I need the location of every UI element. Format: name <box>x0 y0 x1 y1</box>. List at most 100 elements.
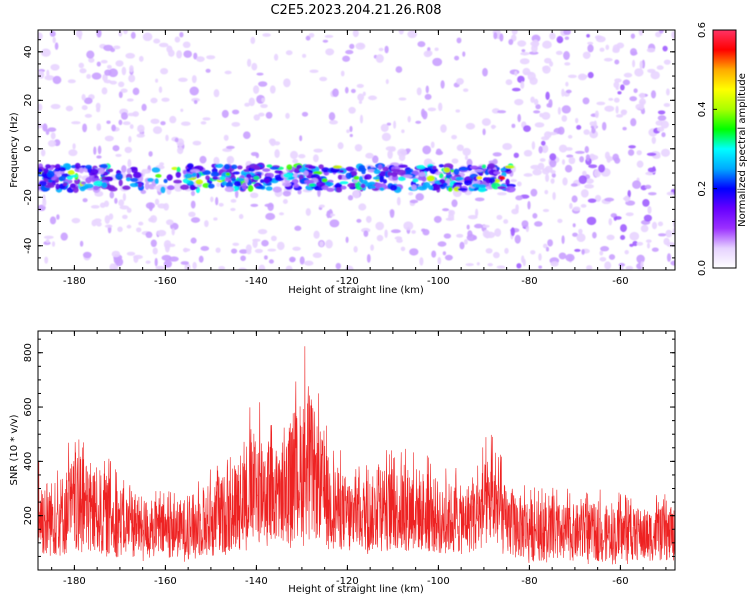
heatmap-cell <box>352 30 359 38</box>
heatmap-cell <box>265 111 273 119</box>
heatmap-cell <box>129 65 134 73</box>
heatmap-cell <box>397 148 407 157</box>
heatmap-cell <box>352 190 360 199</box>
heatmap-cell <box>277 241 285 251</box>
heatmap-cell <box>137 124 145 133</box>
heatmap-cell <box>572 232 578 237</box>
heatmap-cell <box>179 31 184 38</box>
heatmap-cell <box>69 183 76 189</box>
heatmap-cell <box>613 97 620 103</box>
heatmap-cell <box>508 38 514 46</box>
heatmap-cell <box>596 101 606 106</box>
heatmap-cell <box>522 258 526 267</box>
heatmap-cell <box>585 154 591 162</box>
heatmap-cell <box>497 110 507 114</box>
heatmap-cell <box>150 97 158 104</box>
heatmap-cells <box>38 30 675 270</box>
heatmap-cell <box>375 182 383 189</box>
heatmap-cell <box>557 107 562 115</box>
heatmap-cell <box>646 47 656 53</box>
heatmap-cell <box>93 180 104 187</box>
heatmap-cell <box>407 30 418 39</box>
heatmap-cell <box>535 104 541 110</box>
heatmap-cell <box>304 260 314 266</box>
heatmap-cell <box>438 102 443 112</box>
heatmap-cell <box>385 79 389 85</box>
heatmap-cell <box>455 176 464 181</box>
heatmap-cell <box>568 156 576 165</box>
heatmap-cell <box>467 230 473 238</box>
heatmap-cell <box>141 103 147 111</box>
heatmap-cell <box>426 50 433 57</box>
heatmap-cell <box>126 251 136 256</box>
heatmap-cell <box>584 184 595 189</box>
heatmap-cell <box>523 173 533 177</box>
heatmap-cell <box>150 239 157 248</box>
heatmap-cell <box>313 230 320 239</box>
heatmap-cell <box>658 233 667 237</box>
heatmap-cell <box>579 156 585 163</box>
heatmap-y-ticks: -40 -20 0 20 40 <box>23 39 675 271</box>
heatmap-cell <box>81 105 88 111</box>
heatmap-cell <box>671 31 675 39</box>
heatmap-cell <box>79 240 84 247</box>
heatmap-cell <box>496 265 506 269</box>
heatmap-cell <box>380 123 389 132</box>
heatmap-cell <box>444 254 453 261</box>
heatmap-cell <box>639 92 646 99</box>
heatmap-cell <box>558 252 567 260</box>
heatmap-cell <box>147 177 154 183</box>
heatmap-cell <box>161 97 170 102</box>
heatmap-cell <box>47 139 57 147</box>
snr-x-tick-label: -100 <box>427 576 450 587</box>
heatmap-cell <box>513 152 519 159</box>
colorbar-tick-label: 0.6 <box>697 22 708 38</box>
heatmap-cell <box>332 88 339 97</box>
heatmap-cell <box>173 179 182 184</box>
heatmap-cell <box>190 237 197 244</box>
heatmap-cell <box>443 233 452 239</box>
heatmap-cell <box>100 59 108 64</box>
heatmap-cell <box>572 223 576 228</box>
heatmap-cell <box>615 105 619 114</box>
heatmap-x-tick-label: -140 <box>245 276 268 287</box>
heatmap-cell <box>482 67 488 77</box>
heatmap-cell <box>420 108 426 118</box>
heatmap-cell <box>630 118 637 127</box>
heatmap-cell <box>231 121 241 127</box>
heatmap-cell <box>442 251 447 256</box>
heatmap-cell <box>359 114 364 124</box>
heatmap-cell <box>588 164 598 169</box>
heatmap-cell <box>453 168 460 176</box>
heatmap-cell <box>321 178 328 183</box>
heatmap-cell <box>647 167 656 173</box>
heatmap-cell <box>421 176 427 182</box>
heatmap-cell <box>604 151 610 160</box>
heatmap-cell <box>459 241 465 250</box>
snr-y-tick-label: 400 <box>23 452 34 471</box>
heatmap-cell <box>337 174 343 180</box>
heatmap-cell <box>91 72 102 80</box>
heatmap-cell <box>493 251 500 259</box>
heatmap-cell <box>492 158 498 165</box>
heatmap-cell <box>655 31 662 38</box>
heatmap-cell <box>62 182 68 187</box>
heatmap-cell <box>417 185 428 191</box>
heatmap-cell <box>474 223 483 229</box>
heatmap-cell <box>657 110 666 115</box>
heatmap-cell <box>118 119 123 126</box>
heatmap-cell <box>520 81 525 89</box>
heatmap-cell <box>617 91 622 95</box>
heatmap-cell <box>594 194 602 202</box>
heatmap-cell <box>466 224 470 230</box>
heatmap-cell <box>505 178 510 186</box>
heatmap-cell <box>346 129 350 134</box>
heatmap-cell <box>643 214 652 222</box>
heatmap-cell <box>363 230 369 237</box>
heatmap-cell <box>126 224 132 229</box>
heatmap-cell <box>49 216 57 225</box>
heatmap-cell <box>634 68 644 77</box>
heatmap-cell <box>451 199 458 208</box>
heatmap-cell <box>318 204 325 208</box>
heatmap-cell <box>489 178 496 183</box>
